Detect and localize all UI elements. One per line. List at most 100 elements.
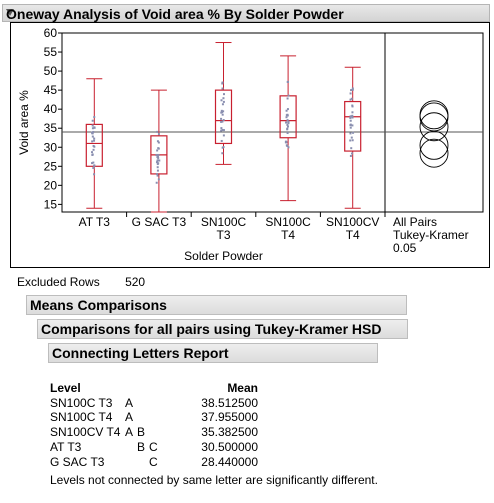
data-point (222, 146, 225, 149)
row-level: G SAC T3 (50, 454, 105, 469)
data-point (221, 113, 224, 116)
data-point (92, 167, 95, 170)
data-point (350, 147, 353, 150)
data-point (157, 156, 160, 159)
data-point (285, 109, 288, 112)
means-comparisons-header[interactable]: Means Comparisons (26, 295, 407, 315)
data-point (222, 134, 225, 137)
row-mean: 28.440000 (201, 454, 258, 469)
data-point (349, 123, 352, 126)
data-point (350, 136, 353, 139)
y-tick-label: 25 (44, 159, 58, 173)
data-point (93, 137, 96, 140)
data-point (92, 130, 95, 133)
table-row: G SAC T3 C 28.440000 (50, 455, 258, 470)
connecting-letters-label: Connecting Letters Report (52, 345, 229, 361)
data-point (349, 115, 352, 118)
data-point (220, 127, 223, 130)
data-point (220, 129, 223, 132)
data-point (351, 114, 354, 117)
data-point (286, 108, 289, 111)
tukey-comparisons-header[interactable]: Comparisons for all pairs using Tukey-Kr… (37, 319, 408, 339)
data-point (286, 128, 289, 131)
data-point (286, 97, 289, 100)
comparison-circles-panel (384, 32, 484, 213)
comparison-circle (419, 138, 449, 168)
side-panel-label: 0.05 (393, 241, 417, 255)
data-point (351, 124, 354, 127)
box-plot-chart: 15 20 25 30 35 40 45 50 55 60 Void area % AT T3 G SA… (17, 26, 484, 263)
y-axis-label: Void area % (17, 90, 31, 155)
y-tick-label: 50 (44, 64, 58, 78)
row-letter: A (125, 425, 134, 440)
data-point (351, 88, 354, 91)
row-level: SN100C T4 (50, 410, 113, 425)
data-point (157, 162, 160, 165)
box (214, 89, 233, 145)
data-point (157, 159, 160, 162)
row-letter (149, 410, 163, 425)
row-level: AT T3 (50, 439, 82, 454)
tukey-comparisons-label: Comparisons for all pairs using Tukey-Kr… (41, 321, 382, 337)
disclosure-triangle-icon[interactable] (6, 9, 14, 16)
data-point (220, 99, 223, 102)
data-point (349, 116, 352, 119)
row-level: SN100CV T4 (50, 425, 121, 440)
x-tick-label: AT T3 (79, 215, 111, 229)
side-panel-label: All Pairs (393, 215, 437, 229)
y-tick-label: 60 (44, 26, 58, 40)
data-point (220, 109, 223, 112)
row-letter: B (137, 439, 146, 454)
data-point (222, 110, 225, 113)
data-point (156, 174, 159, 177)
data-point (91, 127, 94, 130)
data-point (287, 122, 290, 125)
row-letter: A (125, 410, 134, 425)
row-letter (125, 455, 137, 470)
data-point (220, 117, 223, 120)
data-point (221, 152, 224, 155)
comparison-circle (419, 100, 449, 130)
data-point (221, 128, 224, 131)
data-point (220, 139, 223, 142)
table-row: SN100C T3 A 38.512500 (50, 396, 258, 411)
data-point (91, 119, 94, 122)
y-tick-label: 20 (44, 178, 58, 192)
row-mean: 35.382500 (201, 425, 258, 440)
data-point (349, 139, 352, 142)
data-point (286, 119, 289, 122)
y-tick-label: 40 (44, 102, 58, 116)
data-point (349, 126, 352, 129)
data-point (286, 123, 289, 126)
row-letter (149, 425, 163, 440)
excluded-rows: Excluded Rows 520 (17, 275, 145, 289)
data-point (221, 81, 224, 84)
data-point (351, 105, 354, 108)
data-point (93, 173, 96, 176)
data-point (351, 116, 354, 119)
data-point (222, 97, 225, 100)
connecting-letters-header[interactable]: Connecting Letters Report (48, 343, 378, 363)
data-point (220, 120, 223, 123)
y-tick-label: 35 (44, 121, 58, 135)
data-point (285, 121, 288, 124)
data-point (349, 132, 352, 135)
data-point (91, 140, 94, 143)
table-row: SN100C T4 A 37.955000 (50, 410, 258, 425)
box (279, 95, 297, 139)
side-panel-label: Tukey-Kramer (393, 228, 469, 242)
title-bar[interactable]: Oneway Analysis of Void area % By Solder… (2, 4, 490, 22)
data-point (286, 132, 289, 135)
y-tick-label: 30 (44, 140, 58, 154)
data-point (222, 129, 225, 132)
data-point (92, 148, 95, 151)
x-tick-label: G SAC T3 (132, 215, 187, 229)
data-point (157, 133, 160, 136)
data-point (156, 173, 159, 176)
data-point (349, 98, 352, 101)
data-point (92, 144, 95, 147)
x-tick-label: T3 (216, 228, 230, 242)
data-point (92, 161, 95, 164)
level-header: Level (50, 381, 81, 395)
page-title: Oneway Analysis of Void area % By Solder… (6, 6, 344, 22)
